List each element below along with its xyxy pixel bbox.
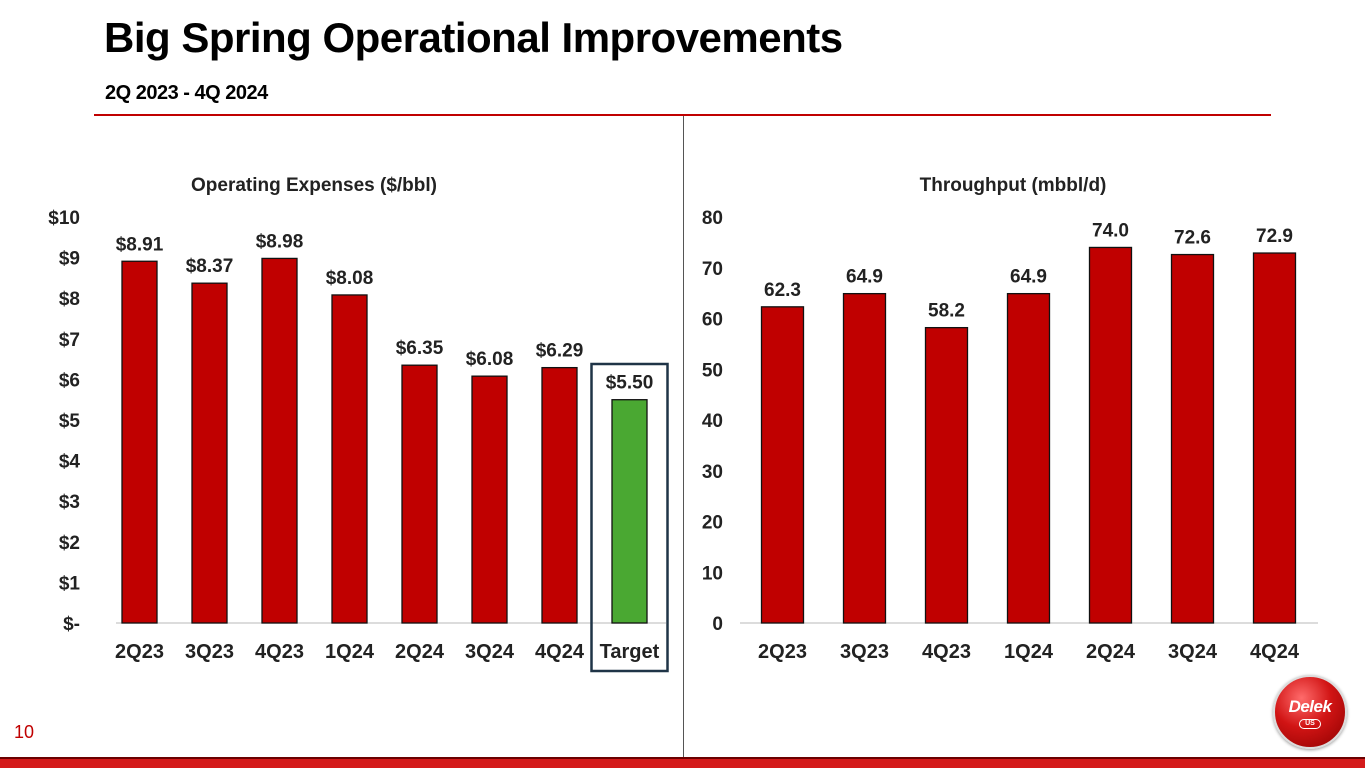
opex-chart: Operating Expenses ($/bbl) $- $1 $2 $3 $4 $5 $6… [48,175,669,673]
opex-data-label: $6.35 [396,338,444,359]
throughput-x-tick-label: 1Q24 [1004,641,1054,663]
opex-ytick-label: $4 [59,452,81,473]
opex-x-tick-label: 3Q23 [185,641,234,663]
throughput-data-label: 72.9 [1256,226,1293,247]
header-rule [94,114,1271,116]
throughput-ytick-label: 0 [712,614,723,635]
opex-data-label: $8.37 [186,256,234,277]
throughput-ytick-label: 50 [702,360,723,381]
logo-text: Delek [1288,697,1332,716]
opex-ytick-label: $- [63,614,80,635]
throughput-data-label: 72.6 [1174,228,1211,249]
opex-data-label: $8.91 [116,234,164,255]
opex-ytick-label: $6 [59,370,80,391]
throughput-bar [924,326,969,624]
opex-data-label: $8.98 [256,231,304,252]
throughput-bar [1252,252,1297,624]
throughput-bar [1170,253,1215,624]
throughput-data-label: 58.2 [928,301,965,322]
throughput-data-label: 62.3 [764,280,801,301]
opex-ytick-label: $8 [59,289,80,310]
throughput-data-label: 64.9 [846,267,883,288]
opex-data-label: $6.29 [536,341,584,362]
opex-bar [121,260,158,624]
chart-divider [683,116,684,758]
throughput-x-tick-label: 2Q24 [1086,641,1136,663]
opex-bar [541,366,578,624]
opex-ytick-label: $7 [59,330,80,351]
delek-logo: Delek US [1273,675,1347,749]
throughput-chart-title: Throughput (mbbl/d) [920,175,1107,196]
opex-ytick-label: $5 [59,411,81,432]
opex-ytick-label: $3 [59,492,80,513]
throughput-data-label: 64.9 [1010,267,1047,288]
throughput-bar [1006,292,1051,624]
throughput-x-tick-label: 4Q23 [922,641,971,663]
opex-target-box [590,362,669,673]
throughput-ytick-label: 30 [702,462,723,483]
opex-x-tick-label: 2Q23 [115,641,164,663]
opex-x-tick-label: Target [600,641,660,663]
throughput-ytick-label: 80 [702,208,723,229]
throughput-ytick-label: 70 [702,259,723,280]
throughput-x-tick-label: 3Q24 [1168,641,1218,663]
footer-band-dark [0,757,1365,759]
footer-band [0,759,1365,768]
opex-x-tick-label: 4Q24 [535,641,585,663]
throughput-x-tick-label: 3Q23 [840,641,889,663]
opex-ytick-label: $10 [48,208,80,229]
opex-ytick-label: $9 [59,249,80,270]
page-number: 10 [14,722,35,742]
throughput-x-tick-label: 2Q23 [758,641,807,663]
opex-x-tick-label: 1Q24 [325,641,375,663]
opex-data-label: $6.08 [466,349,514,370]
throughput-ytick-label: 10 [702,563,723,584]
throughput-data-label: 74.0 [1092,220,1129,241]
opex-chart-title: Operating Expenses ($/bbl) [191,175,437,196]
opex-ytick-label: $1 [59,573,81,594]
slide-title: Big Spring Operational Improvements [104,14,843,61]
throughput-bar [842,292,887,624]
logo-subtext: US [1299,719,1321,729]
opex-bar [191,282,228,624]
throughput-x-tick-label: 4Q24 [1250,641,1300,663]
opex-bar [401,364,438,624]
opex-data-label: $5.50 [606,373,654,394]
slide-subtitle: 2Q 2023 - 4Q 2024 [105,82,268,104]
throughput-bar [1088,246,1133,624]
opex-x-tick-label: 4Q23 [255,641,304,663]
throughput-ytick-label: 40 [702,411,723,432]
opex-bar [611,399,648,624]
opex-bar [261,257,298,624]
opex-ytick-label: $2 [59,533,80,554]
opex-data-label: $8.08 [326,268,374,289]
opex-bar [331,294,368,624]
throughput-ytick-label: 20 [702,513,723,534]
throughput-ytick-label: 60 [702,310,723,331]
opex-bar [471,375,508,624]
throughput-bar [760,306,805,624]
opex-x-tick-label: 3Q24 [465,641,515,663]
throughput-chart: Throughput (mbbl/d) 0 10 20 30 40 50 60 70 80 62.3… [702,175,1318,663]
opex-x-tick-label: 2Q24 [395,641,445,663]
